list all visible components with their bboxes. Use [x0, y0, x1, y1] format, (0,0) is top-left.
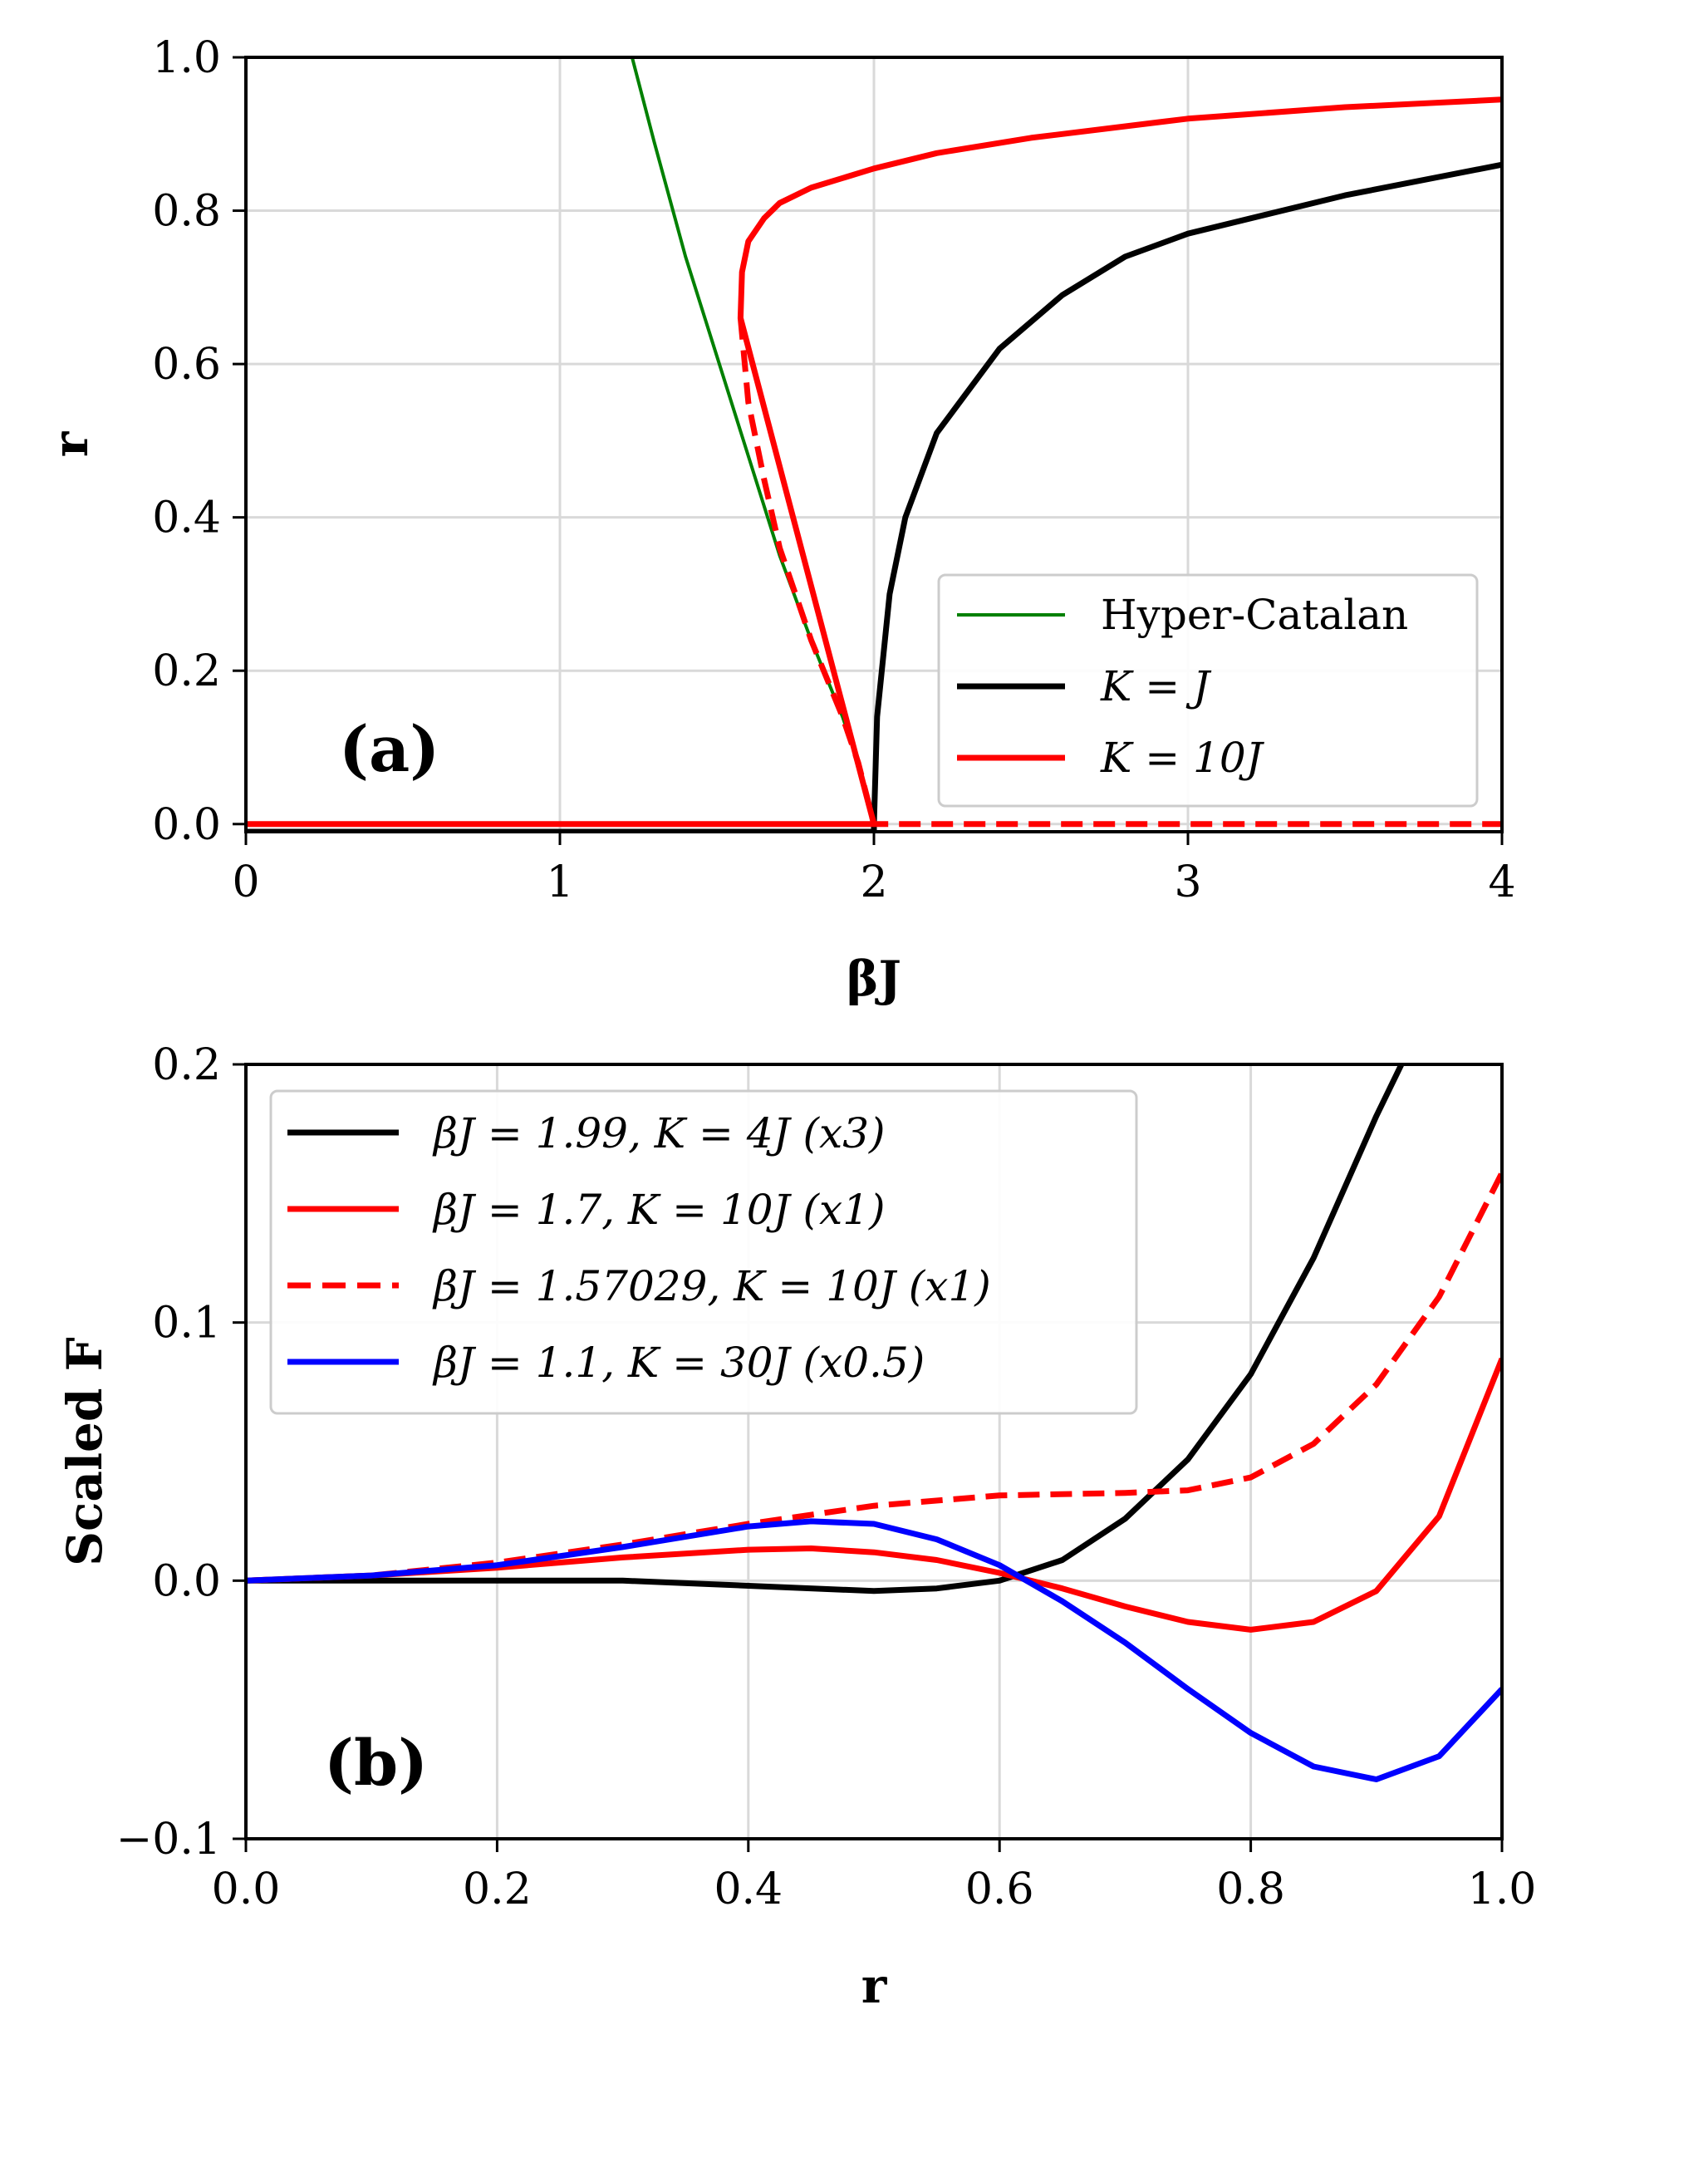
panel-a: 0 1 2 3 4 0.0 0.2 0.4 0.6 0.8 1.0 βJ r (a) Hyper-C…	[42, 33, 1516, 1007]
legend-label-k-10j: K = 10J	[1100, 734, 1265, 782]
y-tick-label: 0.1	[152, 1299, 221, 1349]
series-line--j-1-99-k-4j-x3-	[246, 1064, 1405, 1595]
panel-a-series	[246, 57, 1502, 832]
x-tick-label: 2	[860, 857, 887, 907]
series-line-k-10j-stable-	[246, 96, 1502, 828]
panel-b-legend-box	[269, 1089, 1138, 1415]
y-tick-label: 0.0	[152, 1556, 221, 1606]
panel-a-xlabel: βJ	[847, 951, 901, 1007]
y-tick-label: 0.2	[152, 646, 221, 696]
legend-label-b2: βJ = 1.7, K = 10J (x1)	[432, 1186, 886, 1234]
y-tick-label: 1.0	[152, 33, 221, 83]
x-tick-label: 0.2	[463, 1865, 532, 1914]
legend-label-b4: βJ = 1.1, K = 30J (x0.5)	[432, 1339, 925, 1387]
x-tick-label: 1	[546, 857, 573, 907]
x-tick-label: 0.0	[212, 1865, 281, 1914]
y-tick-label: 0.8	[152, 187, 221, 237]
panel-b-label: (b)	[324, 1726, 428, 1800]
legend-label-k-j: K = J	[1100, 662, 1212, 710]
x-tick-label: 0.4	[714, 1865, 783, 1914]
panel-b-xlabel: r	[861, 1958, 888, 2014]
x-tick-label: 1.0	[1468, 1865, 1537, 1914]
x-tick-label: 0.8	[1216, 1865, 1285, 1914]
y-tick-label: 0.2	[152, 1040, 221, 1090]
y-tick-label: 0.6	[152, 340, 221, 390]
panel-a-ticks: 0 1 2 3 4 0.0 0.2 0.4 0.6 0.8 1.0	[152, 33, 1515, 907]
panel-a-ylabel: r	[42, 430, 99, 457]
panel-b-ticks: 0.0 0.2 0.4 0.6 0.8 1.0−0.10.00.10.2	[116, 1040, 1537, 1914]
series-line--j-1-7-k-10j-x1-	[246, 1357, 1502, 1633]
x-tick-label: 0.6	[965, 1865, 1034, 1914]
y-tick-label: 0.0	[152, 800, 221, 850]
legend-label-b3: βJ = 1.57029, K = 10J (x1)	[432, 1262, 991, 1310]
y-tick-label: −0.1	[116, 1815, 221, 1865]
x-tick-label: 3	[1174, 857, 1201, 907]
panel-a-legend-box	[937, 573, 1479, 808]
legend-label-b1: βJ = 1.99, K = 4J (x3)	[432, 1109, 886, 1157]
x-tick-label: 4	[1488, 857, 1515, 907]
y-tick-label: 0.4	[152, 494, 221, 543]
panel-b: 0.0 0.2 0.4 0.6 0.8 1.0−0.10.00.10.2 r Scaled…	[56, 1040, 1536, 2014]
series-line-k-10j-unstable-	[737, 317, 1502, 828]
panel-b-frame	[244, 1063, 1504, 1840]
x-tick-label: 0	[232, 857, 259, 907]
panel-b-ylabel: Scaled F	[56, 1337, 113, 1566]
panel-b-legend: βJ = 1.99, K = 4J (x3) βJ = 1.7, K = 10J…	[269, 1089, 1138, 1415]
series-line--j-1-1-k-30j-x0-5-	[246, 1518, 1502, 1782]
panel-a-legend: Hyper-Catalan K = J K = 10J	[937, 573, 1479, 808]
legend-label-hyper-catalan: Hyper-Catalan	[1101, 591, 1408, 639]
panel-b-series	[246, 1064, 1502, 1782]
panel-a-label: (a)	[339, 712, 439, 786]
